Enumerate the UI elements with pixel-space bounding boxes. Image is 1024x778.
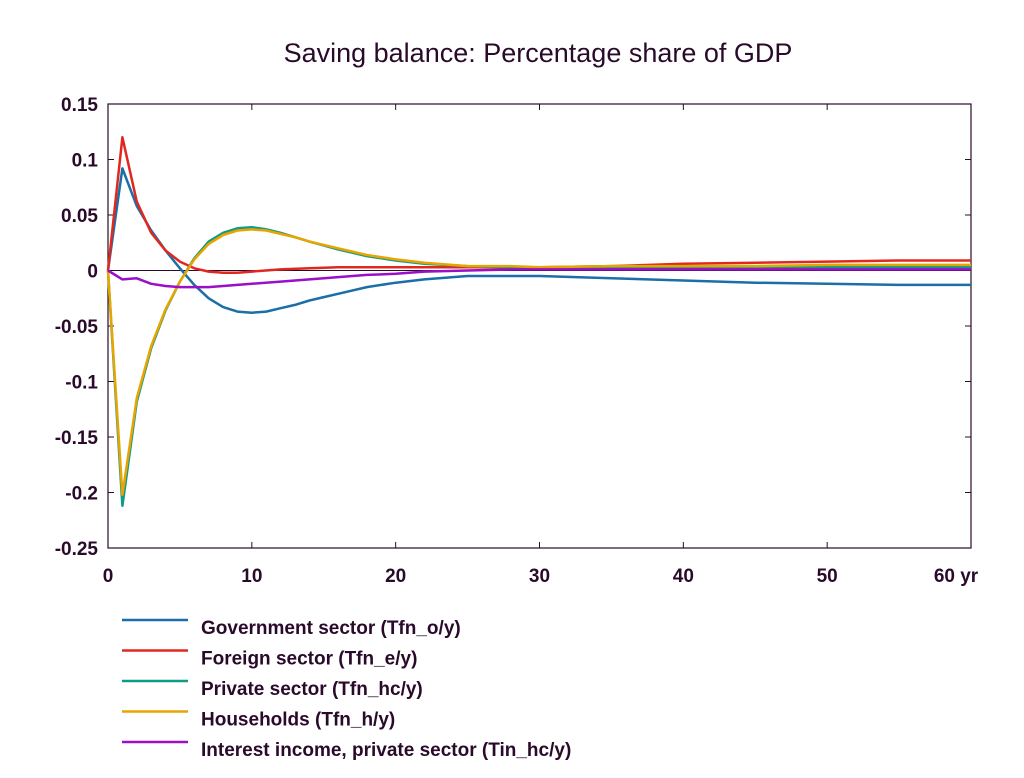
- legend-label: Interest income, private sector (Tin_hc/…: [201, 740, 571, 761]
- legend-label: Foreign sector (Tfn_e/y): [201, 649, 417, 670]
- legend: Government sector (Tfn_o/y) Foreign secto…: [122, 618, 571, 761]
- legend-label: Government sector (Tfn_o/y): [201, 618, 461, 639]
- x-tick-label: 10: [241, 566, 262, 587]
- y-tick-label: -0.25: [55, 539, 99, 560]
- legend-label: Private sector (Tfn_hc/y): [201, 679, 423, 700]
- x-tick-label: 60 yr: [934, 566, 979, 587]
- chart-title: Saving balance: Percentage share of GDP: [284, 38, 793, 68]
- x-tick-label: 50: [817, 566, 838, 587]
- y-tick-label: -0.2: [65, 484, 98, 505]
- legend-label: Households (Tfn_h/y): [201, 710, 395, 731]
- x-tick-label: 40: [673, 566, 694, 587]
- y-tick-label: -0.1: [65, 373, 98, 394]
- y-tick-label: -0.05: [55, 317, 99, 338]
- y-axis: 0.15 0.1 0.05 0 -0.05 -0.1 -0.15 -0.2 -0.25: [55, 95, 971, 560]
- y-tick-label: 0.15: [61, 95, 98, 116]
- series-line-5: [107, 268, 971, 289]
- y-tick-label: 0.05: [61, 206, 98, 227]
- y-tick-label: -0.15: [55, 428, 99, 449]
- series-lines: [106, 136, 971, 508]
- x-tick-label: 20: [385, 566, 406, 587]
- x-axis: 0 10 20 30 40 50 60 yr: [103, 104, 979, 587]
- plot-frame: [107, 103, 972, 549]
- x-tick-label: 0: [103, 566, 114, 587]
- y-tick-label: 0: [87, 262, 98, 283]
- series-line-1: [106, 167, 971, 314]
- x-tick-label: 30: [529, 566, 550, 587]
- series-line-4: [106, 228, 971, 496]
- y-tick-label: 0.1: [72, 151, 99, 172]
- series-line-2: [106, 136, 971, 274]
